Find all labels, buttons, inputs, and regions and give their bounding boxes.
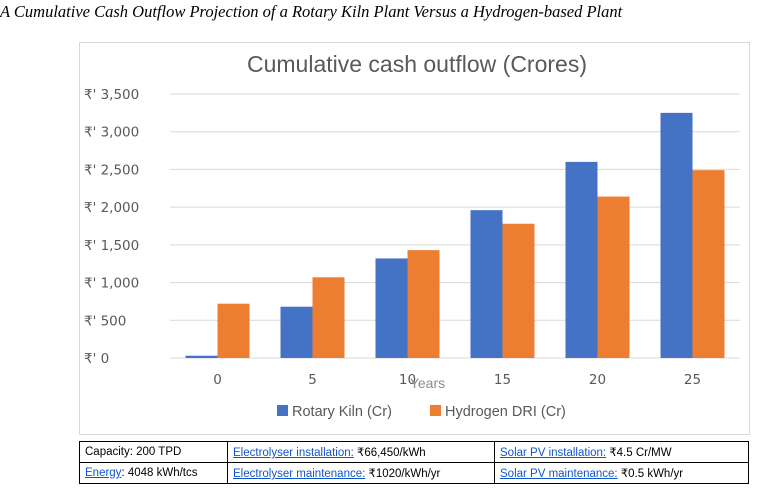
bar bbox=[660, 112, 693, 358]
y-tick-label: ₹' 1,500 bbox=[84, 238, 139, 254]
electrolyser-maintenance-cell: Electrolyser maintenance: ₹1020/kWh/yr bbox=[227, 462, 495, 484]
specs-table: Capacity: 200 TPD Electrolyser installat… bbox=[79, 441, 749, 484]
bar bbox=[217, 303, 250, 358]
y-tick-label: ₹' 0 bbox=[84, 351, 109, 367]
specs-row: Capacity: 200 TPD Electrolyser installat… bbox=[79, 441, 749, 463]
solar-installation-link[interactable]: Solar PV installation: bbox=[500, 447, 607, 459]
electrolyser-maintenance-value: ₹1020/kWh/yr bbox=[365, 468, 441, 480]
energy-link[interactable]: Energy bbox=[85, 467, 122, 479]
legend-label: Hydrogen DRI (Cr) bbox=[445, 404, 566, 420]
y-tick-label: ₹' 3,500 bbox=[84, 87, 139, 103]
electrolyser-maintenance-link[interactable]: Electrolyser maintenance: bbox=[233, 468, 366, 480]
figure-caption: A Cumulative Cash Outflow Projection of … bbox=[0, 2, 623, 21]
bar bbox=[565, 161, 598, 358]
solar-maintenance-value: ₹0.5 kWh/yr bbox=[617, 468, 684, 480]
capacity-cell: Capacity: 200 TPD bbox=[79, 441, 228, 463]
x-tick-label: 15 bbox=[494, 372, 511, 388]
bar bbox=[597, 196, 630, 358]
x-tick-label: 0 bbox=[213, 372, 222, 388]
specs-row: Energy: 4048 kWh/tcs Electrolyser mainte… bbox=[79, 462, 749, 484]
bar bbox=[407, 250, 440, 358]
legend-label: Rotary Kiln (Cr) bbox=[292, 404, 392, 420]
solar-maintenance-cell: Solar PV maintenance: ₹0.5 kWh/yr bbox=[494, 462, 749, 484]
x-tick-label: 20 bbox=[589, 372, 606, 388]
chart-title: Cumulative cash outflow (Crores) bbox=[247, 51, 587, 77]
solar-maintenance-link[interactable]: Solar PV maintenance: bbox=[500, 468, 618, 480]
x-axis-label: Years bbox=[410, 375, 445, 391]
energy-cell: Energy: 4048 kWh/tcs bbox=[79, 462, 228, 484]
x-tick-label: 25 bbox=[684, 372, 701, 388]
legend-swatch bbox=[277, 405, 288, 416]
bar bbox=[375, 258, 408, 358]
bar bbox=[692, 170, 725, 358]
bar bbox=[312, 277, 345, 358]
legend-swatch bbox=[430, 405, 441, 416]
bar bbox=[280, 306, 313, 358]
electrolyser-installation-link[interactable]: Electrolyser installation: bbox=[233, 447, 354, 459]
y-tick-label: ₹' 2,500 bbox=[84, 162, 139, 178]
bar bbox=[470, 210, 503, 358]
chart-area: Cumulative cash outflow (Crores) ₹' 0 ₹' … bbox=[79, 42, 750, 435]
y-tick-label: ₹' 500 bbox=[84, 313, 126, 329]
y-tick-label: ₹' 1,000 bbox=[84, 276, 139, 292]
electrolyser-installation-cell: Electrolyser installation: ₹66,450/kWh bbox=[227, 441, 495, 463]
energy-value: : 4048 kWh/tcs bbox=[121, 467, 198, 479]
solar-installation-value: ₹4.5 Cr/MW bbox=[606, 447, 672, 459]
x-tick-label: 10 bbox=[399, 372, 416, 388]
x-tick-label: 5 bbox=[308, 372, 317, 388]
bar bbox=[185, 355, 218, 358]
electrolyser-installation-value: ₹66,450/kWh bbox=[353, 447, 426, 459]
y-tick-label: ₹' 2,000 bbox=[84, 200, 139, 216]
bar-chart: Cumulative cash outflow (Crores) ₹' 0 ₹' … bbox=[84, 51, 740, 420]
bar bbox=[502, 223, 535, 358]
capacity-text: Capacity: 200 TPD bbox=[85, 446, 182, 458]
solar-installation-cell: Solar PV installation: ₹4.5 Cr/MW bbox=[494, 441, 749, 463]
y-tick-label: ₹' 3,000 bbox=[84, 125, 139, 141]
